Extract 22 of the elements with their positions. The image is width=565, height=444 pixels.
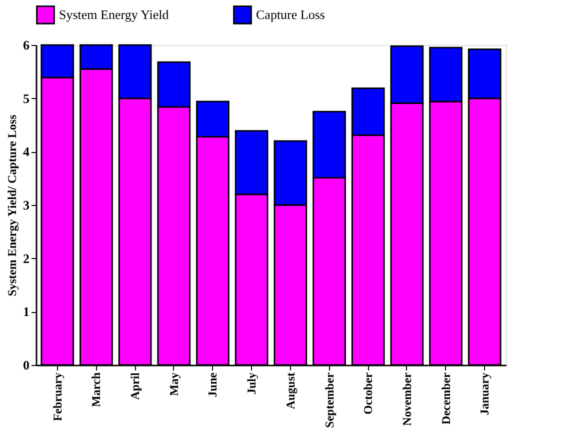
x-tick-label: April bbox=[128, 372, 142, 400]
legend-label: Capture Loss bbox=[256, 6, 325, 22]
x-tick-label: September bbox=[322, 372, 336, 428]
x-tick-label: May bbox=[166, 372, 181, 396]
y-axis-title: System Energy Yield/ Capture Loss bbox=[5, 114, 19, 296]
y-tick-label: 0 bbox=[23, 358, 30, 372]
y-tick-label: 4 bbox=[23, 144, 30, 160]
x-tick-label: July bbox=[244, 372, 259, 395]
x-tick-label: December bbox=[438, 372, 453, 424]
y-tick-label: 5 bbox=[23, 90, 30, 106]
x-tick-label: November bbox=[400, 372, 414, 426]
y-tick-label: 3 bbox=[23, 198, 30, 212]
y-tick-label: 1 bbox=[23, 304, 30, 320]
x-tick-label: June bbox=[206, 372, 220, 398]
x-tick-label: August bbox=[283, 372, 298, 410]
x-tick-label: January bbox=[478, 372, 492, 416]
x-tick-label: March bbox=[89, 372, 104, 407]
y-tick-label: 6 bbox=[23, 38, 30, 52]
legend-label: System Energy Yield bbox=[59, 6, 170, 22]
x-tick-label: February bbox=[50, 372, 64, 422]
x-tick-label: October bbox=[361, 372, 376, 414]
y-tick-label: 2 bbox=[23, 250, 30, 266]
